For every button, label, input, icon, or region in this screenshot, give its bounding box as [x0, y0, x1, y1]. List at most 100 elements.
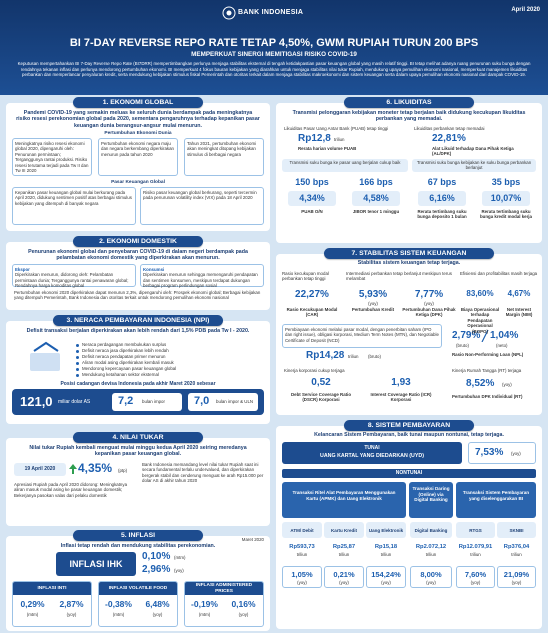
ratio-value: 7,77%	[414, 289, 444, 300]
item-label: RTGS	[456, 522, 495, 538]
date: Maret 2020	[241, 537, 264, 542]
debt-unit: bulan impor & ULN	[216, 399, 254, 404]
unit: triliun	[380, 552, 392, 557]
debt-value: 7,0	[194, 395, 210, 407]
item-value: Rp376,04	[503, 544, 530, 550]
reserve-value: 121,0	[20, 394, 53, 409]
import-unit: bulan impor	[142, 399, 165, 404]
item-value: Rp593,73	[289, 544, 315, 550]
rupiah-appreciation: 4,35%	[78, 461, 113, 475]
ratio-desc: Efisiensi dan profitabilitas masih terja…	[460, 271, 538, 276]
rate-level: 6,16%	[418, 191, 466, 206]
npl-net: 1,04%	[490, 330, 519, 341]
section-card: Nilai tukar Rupiah kembali menguat mulai…	[6, 438, 270, 526]
ihk-mtm: 0,10%	[142, 551, 171, 562]
reserve-title: Posisi cadangan devisa Indonesia pada ak…	[60, 381, 216, 387]
inflation-item: INFLASI VOLATILE FOOD -0,38% (mtm) 6,48% (yo…	[98, 581, 178, 627]
section-card: Transmisi pelonggaran kebijakan moneter …	[276, 103, 542, 243]
note: (yoy)	[339, 580, 349, 585]
nontunai-bar: NONTUNAI	[282, 469, 536, 478]
bullet: Mendukung ketahanan sektor eksternal	[82, 372, 159, 377]
inflation-item: INFLASI ADMINISTERED PRICES -0,19% (mtm) 0,…	[184, 581, 264, 627]
label: Rerata tertimbang suku bunga deposito 1 …	[417, 209, 467, 220]
header: BANK INDONESIA April 2020 BI 7-DAY REVER…	[0, 0, 548, 95]
item-growth: 7,60%	[456, 566, 495, 588]
unit: triliun	[348, 354, 359, 359]
yoy-note: (yoy)	[174, 568, 184, 573]
note: (yoy)	[297, 580, 307, 585]
arrow-up	[69, 464, 77, 474]
unit: triliun	[334, 137, 345, 142]
section-card: Defisit transaksi berjalan diperkirakan …	[6, 321, 270, 424]
bullet: Aliran modal asing diperkirakan kembali …	[82, 360, 174, 365]
box-text: Diperkirakan menurun sehingga memengaruh…	[143, 272, 258, 289]
import-box: 7,2 bulan impor	[112, 393, 182, 411]
note: (yoy)	[511, 580, 522, 585]
section-heading: 7. STABILITAS SISTEM KEUANGAN	[324, 248, 494, 259]
bullet-dot	[76, 344, 79, 347]
section-card: Stabilitas sistem keuangan tetap terjaga…	[276, 254, 542, 415]
bullet-dot	[76, 368, 79, 371]
ratio-value: 22,27%	[295, 289, 329, 300]
ihk-label: INFLASI IHK	[56, 552, 136, 576]
section-card: Penurunan ekonomi global dan penyebaran …	[6, 242, 270, 310]
uyd-box: 7,53% (yoy)	[468, 442, 536, 464]
trade-icon	[30, 341, 60, 371]
lead: Kelancaran Sistem Pembayaran, baik tunai…	[314, 432, 504, 438]
label: Rasio Non-Performing Loan (NPL)	[452, 352, 524, 357]
note: (bruto)	[368, 354, 381, 359]
inflation-label: INFLASI VOLATILE FOOD	[99, 582, 177, 595]
rate-level: 4,34%	[288, 191, 336, 206]
box-text: Diperkirakan menurun, didorong oleh: Pel…	[15, 272, 129, 289]
info-box: Meningkatnya risiko resesi ekonomi globa…	[12, 138, 92, 176]
box-title: Kinerja Rumah Tangga (RT) terjaga	[452, 368, 522, 373]
item-growth: 154,24%	[366, 566, 406, 588]
yoy-note: (yoy)	[238, 612, 249, 617]
box-title: Likuiditas perbankan tetap memadai	[414, 126, 485, 131]
inflation-yoy: 0,16%	[231, 599, 256, 609]
label: Interest Coverage Ratio (ICR) Korporasi	[370, 392, 432, 403]
inflation-yoy: 2,87%	[59, 599, 84, 609]
section-heading: 6. LIKUIDITAS	[344, 97, 474, 108]
section-heading: 4. NILAI TUKAR	[73, 432, 203, 443]
yoy-note: (yoy)	[152, 612, 163, 617]
inflation-mtm: -0,19%	[191, 599, 218, 609]
item-label: Digital Banking	[410, 522, 452, 538]
section-card: Pandemi COVID-19 yang semakin meluas ke …	[6, 103, 270, 231]
bullet-dot	[76, 356, 79, 359]
npl-desc: Pembiayaan ekonomi melalui pasar modal, …	[282, 324, 442, 348]
item-label: Uang Elektronik	[366, 522, 406, 538]
ratio-desc: Rasio kecukupan modal perbankan tetap ti…	[282, 271, 329, 282]
note: (yoy)	[502, 382, 512, 387]
debt-box: 7,0 bulan impor & ULN	[188, 393, 258, 411]
info-box: Kepanikan pasar keuangan global mulai be…	[12, 187, 136, 225]
item-growth: 8,00%	[410, 566, 452, 588]
group: Transaksi Sistem Pembayaran yang diselen…	[456, 482, 536, 518]
bullet: Defisit neraca jasa diperkirakan lebih r…	[82, 348, 169, 353]
info-box: Ekspor Diperkirakan menurun, didorong ol…	[12, 264, 136, 289]
bullet-dot	[76, 350, 79, 353]
tunai-box: TUNAI UANG KARTAL YANG DIEDARKAN (UYD)	[282, 442, 462, 464]
note: (yoy)	[470, 580, 481, 585]
logo-text: BANK INDONESIA	[238, 9, 304, 16]
date-box: 19 April 2020	[14, 463, 66, 476]
uyd-value: 7,53%	[475, 447, 504, 458]
lead: Defisit transaksi berjalan diperkirakan …	[26, 328, 250, 334]
item-value: Rp15,18	[374, 544, 398, 550]
box-title: Transmisi suku bunga kebijakan ke suku b…	[412, 159, 536, 172]
bullet: Mendorong kepercayaan pasar keuangan glo…	[82, 366, 177, 371]
info-box: Konsumsi Diperkirakan menurun sehingga m…	[140, 264, 264, 289]
bullet-dot	[76, 374, 79, 377]
title: BI 7-DAY REVERSE REPO RATE TETAP 4,50%, …	[69, 37, 479, 49]
item-label: Kartu Kredit	[324, 522, 364, 538]
rate-cut: 67 bps	[427, 177, 457, 187]
label: Pertumbuhan DPK Individual (RT)	[452, 394, 523, 399]
slash	[481, 330, 489, 342]
ratio-value: 83,60%	[466, 289, 494, 298]
subtitle: MEMPERKUAT SINERGI MEMITIGASI RISIKO COV…	[191, 51, 357, 58]
section-heading: 8. SISTEM PEMBAYARAN	[344, 420, 474, 431]
rate-level: 4,58%	[352, 191, 400, 206]
label: Debt Service Coverage Ratio (DSCR) Korpo…	[290, 392, 352, 403]
note: (bruto)	[456, 343, 469, 348]
